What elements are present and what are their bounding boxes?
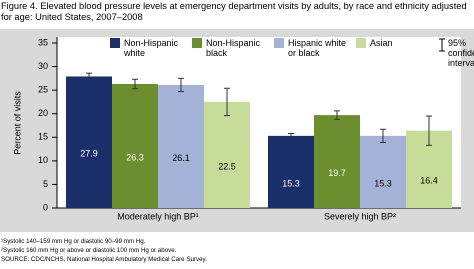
error-bar bbox=[288, 133, 294, 139]
value-label: 26.3 bbox=[126, 152, 144, 162]
error-bar bbox=[334, 110, 340, 120]
error-bar bbox=[426, 115, 432, 146]
y-tick-label: 15 bbox=[38, 132, 48, 142]
y-tick-label: 25 bbox=[38, 85, 48, 95]
x-tick-label: Moderately high BP¹ bbox=[117, 211, 199, 221]
y-axis-label: Percent of visits bbox=[12, 91, 22, 155]
legend-label: Non-Hispanic black bbox=[206, 38, 261, 58]
footnote: ¹Systolic 140–159 mm Hg or diastolic 90–… bbox=[1, 238, 146, 245]
y-tick-label: 10 bbox=[38, 155, 48, 165]
value-label: 22.5 bbox=[218, 161, 236, 171]
value-label: 15.3 bbox=[374, 178, 392, 188]
value-label: 15.3 bbox=[282, 178, 300, 188]
bar bbox=[314, 115, 360, 208]
y-tick-label: 30 bbox=[38, 61, 48, 71]
x-tick-label: Severely high BP² bbox=[324, 211, 396, 221]
value-label: 26.1 bbox=[172, 153, 190, 163]
legend-label: Non-Hispanic white bbox=[124, 38, 179, 58]
footnote: ²Systolic 160 mm Hg or above or diastoli… bbox=[1, 247, 177, 254]
bar bbox=[66, 76, 112, 208]
legend-item: Asian bbox=[356, 38, 430, 68]
error-bar bbox=[224, 87, 230, 117]
legend-swatch bbox=[110, 38, 120, 48]
error-bar bbox=[86, 72, 92, 81]
error-bar bbox=[380, 128, 386, 143]
legend-label: Asian bbox=[370, 38, 393, 48]
error-icon bbox=[439, 38, 445, 52]
legend: Non-Hispanic white Non-Hispanic black Hisp… bbox=[110, 38, 474, 68]
error-bar bbox=[132, 78, 138, 90]
legend-label: Hispanic white or black bbox=[288, 38, 347, 58]
bar bbox=[112, 84, 158, 208]
error-bar bbox=[178, 77, 184, 93]
legend-label: 95% confidence interval bbox=[448, 38, 474, 68]
bar bbox=[268, 135, 314, 208]
legend-swatch bbox=[356, 38, 366, 48]
y-tick-label: 5 bbox=[43, 179, 48, 189]
bar bbox=[360, 135, 406, 208]
bar bbox=[158, 84, 204, 208]
value-label: 19.7 bbox=[328, 168, 346, 178]
chart-title: Figure 4. Elevated blood pressure levels… bbox=[1, 1, 467, 22]
value-label: 27.9 bbox=[80, 149, 98, 159]
legend-swatch bbox=[192, 38, 202, 48]
legend-item: Non-Hispanic white bbox=[110, 38, 184, 68]
legend-swatch bbox=[274, 38, 284, 48]
legend-item: Hispanic white or black bbox=[274, 38, 348, 68]
bar bbox=[204, 101, 250, 208]
y-tick-label: 20 bbox=[38, 108, 48, 118]
value-label: 16.4 bbox=[420, 176, 438, 186]
legend-item: 95% confidence interval bbox=[438, 38, 474, 68]
legend-item: Non-Hispanic black bbox=[192, 38, 266, 68]
y-tick-label: 0 bbox=[43, 202, 48, 212]
footnote: SOURCE: CDC/NCHS, National Hospital Ambu… bbox=[1, 256, 207, 263]
y-tick-label: 35 bbox=[38, 37, 48, 47]
